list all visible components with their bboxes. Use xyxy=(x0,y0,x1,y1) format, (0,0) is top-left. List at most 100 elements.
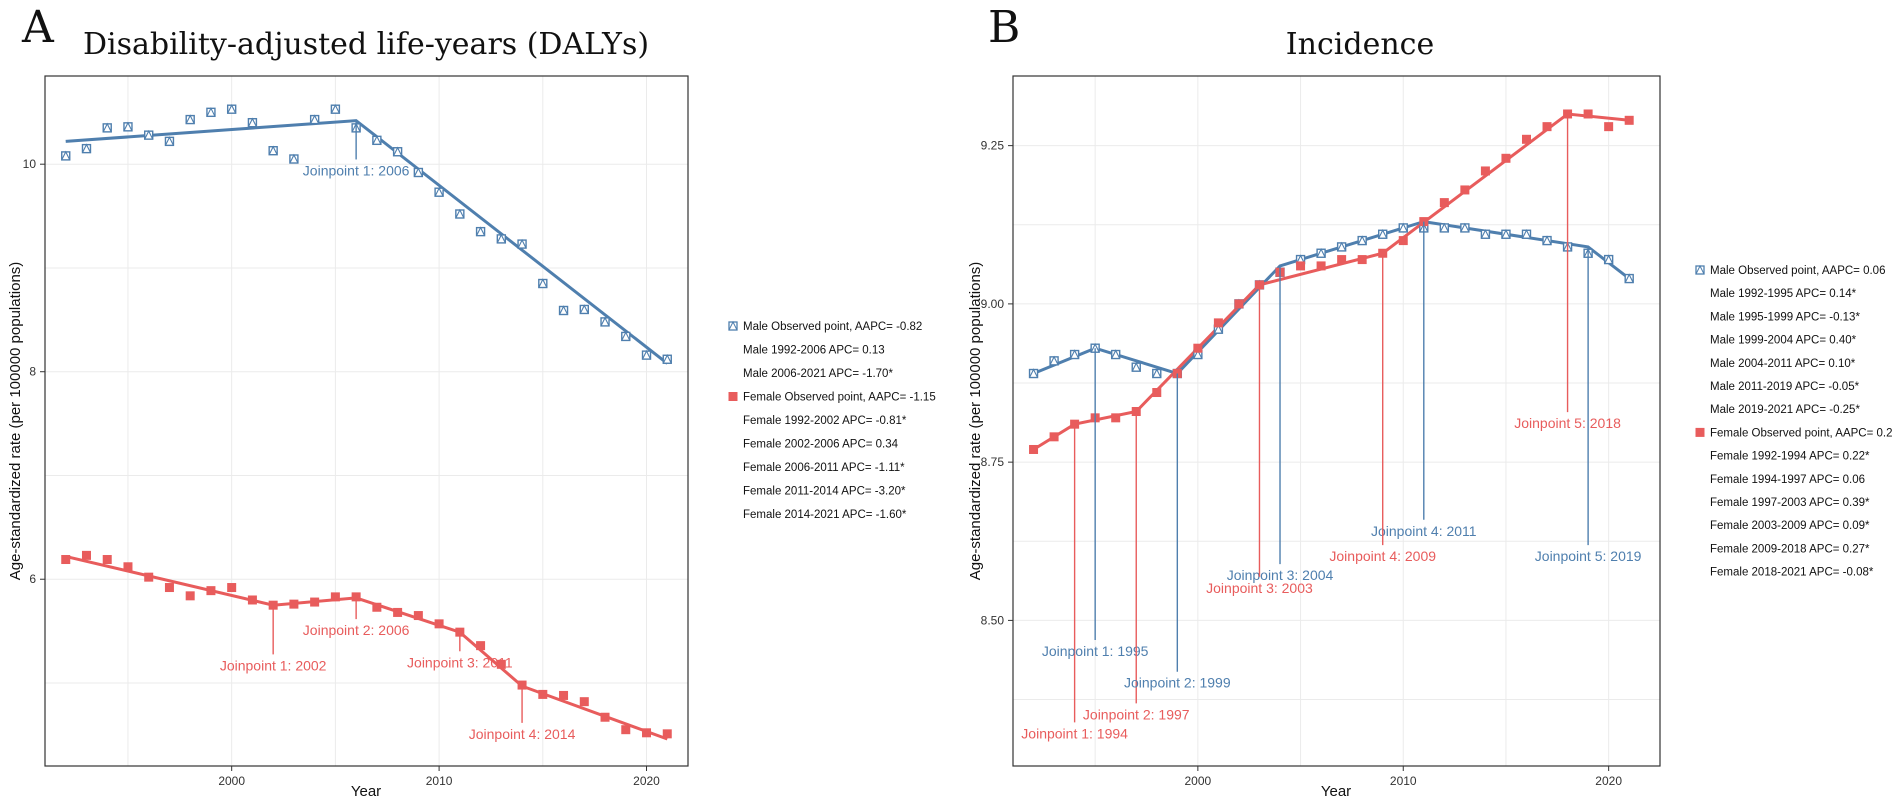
joinpoint-label: Joinpoint 5: 2018 xyxy=(1514,415,1621,431)
legend-marker-male xyxy=(728,320,738,331)
legend-entry: Female 1994-1997 APC= 0.06 xyxy=(1710,474,1865,486)
point-cross xyxy=(517,238,527,249)
point-cross xyxy=(330,103,340,114)
female-observed-point xyxy=(1111,413,1121,423)
panel-b-fit-lines xyxy=(1032,112,1631,451)
female-observed-point xyxy=(517,680,527,690)
panel-b-observed-points xyxy=(1028,109,1634,454)
female-observed-point xyxy=(1357,255,1367,265)
x-tick-label: 2000 xyxy=(1185,774,1212,788)
point-cross xyxy=(81,143,91,153)
legend-entry: Male 2006-2021 APC= -1.70* xyxy=(743,368,893,380)
male-observed-point xyxy=(1336,241,1347,252)
point-cross xyxy=(310,114,320,124)
female-observed-point xyxy=(1542,122,1552,132)
point-cross xyxy=(1480,229,1490,239)
female-observed-point xyxy=(247,595,257,605)
female-observed-point xyxy=(310,597,320,607)
legend-entry: Male 1999-2004 APC= 0.40* xyxy=(1710,335,1857,347)
panel-a-frame xyxy=(44,75,689,767)
female-observed-point xyxy=(227,583,237,593)
point-cross xyxy=(579,304,589,314)
male-observed-point xyxy=(1439,222,1450,233)
point-cross xyxy=(476,226,486,236)
joinpoint-label: Joinpoint 3: 2003 xyxy=(1206,580,1313,596)
female-observed-point xyxy=(1460,185,1470,195)
joinpoint-label: Joinpoint 2: 1997 xyxy=(1083,706,1190,722)
legend-entry: Female 2006-2011 APC= -1.11* xyxy=(743,462,905,474)
female-observed-point xyxy=(289,599,299,609)
female-observed-point xyxy=(330,592,340,602)
male-observed-point xyxy=(558,305,569,316)
male-observed-point xyxy=(289,153,299,164)
point-cross xyxy=(102,122,112,133)
point-cross xyxy=(600,316,610,327)
female-observed-point xyxy=(496,659,506,669)
legend-entry: Female 2018-2021 APC= -0.08* xyxy=(1710,567,1874,579)
legend-cross xyxy=(728,320,738,331)
point-cross xyxy=(1049,355,1059,366)
y-tick-label: 9.00 xyxy=(981,297,1005,311)
x-tick-label: 2020 xyxy=(633,774,660,788)
male-observed-point xyxy=(621,331,631,342)
point-cross xyxy=(1460,222,1470,233)
point-cross xyxy=(559,305,569,315)
point-cross xyxy=(144,129,154,140)
panel-a: A Disability-adjusted life-years (DALYs)… xyxy=(7,2,936,800)
female-observed-point xyxy=(185,591,195,601)
male-observed-point xyxy=(1378,229,1388,239)
point-cross xyxy=(662,354,672,364)
female-observed-point xyxy=(1624,115,1634,125)
legend-entry: Male Observed point, AAPC= 0.06 xyxy=(1710,265,1885,277)
y-tick-label: 8.50 xyxy=(981,613,1005,627)
male-observed-point xyxy=(1110,349,1121,360)
legend-entry: Female 1997-2003 APC= 0.39* xyxy=(1710,497,1870,509)
legend-entry: Male Observed point, AAPC= -0.82 xyxy=(743,321,922,333)
panel-b-title: Incidence xyxy=(1286,27,1434,62)
point-cross xyxy=(185,114,195,124)
male-observed-point xyxy=(144,129,154,140)
panel-a-grid xyxy=(45,76,688,766)
legend-marker-female xyxy=(728,392,738,401)
point-cross xyxy=(496,233,506,244)
joinpoint-label: Joinpoint 1: 1995 xyxy=(1042,643,1149,659)
legend-entry: Female 2014-2021 APC= -1.60* xyxy=(743,509,907,521)
joinpoint-label: Joinpoint 3: 2004 xyxy=(1227,567,1334,583)
point-cross xyxy=(393,146,403,156)
panel-letter-a: A xyxy=(21,2,55,53)
legend-cross xyxy=(1695,264,1705,275)
male-observed-point xyxy=(662,354,672,364)
female-observed-point xyxy=(144,572,154,582)
female-observed-point xyxy=(351,592,361,602)
legend-entry: Male 1992-1995 APC= 0.14* xyxy=(1710,288,1857,300)
male-observed-point xyxy=(475,226,486,237)
male-observed-point xyxy=(1049,355,1059,366)
male-observed-point xyxy=(185,114,195,125)
panel-a-ylabel: Age-standardized rate (per 100000 popula… xyxy=(7,262,24,581)
female-observed-point xyxy=(1337,255,1347,265)
male-observed-point xyxy=(226,103,237,114)
male-observed-point xyxy=(517,238,527,249)
male-fit-line xyxy=(1032,220,1631,376)
legend-marker-male xyxy=(1695,264,1705,275)
male-fit-line xyxy=(65,119,669,365)
point-cross xyxy=(206,107,216,117)
point-cross xyxy=(1029,368,1039,378)
point-cross xyxy=(123,121,133,132)
point-cross xyxy=(1090,342,1100,353)
legend-entry: Female 2009-2018 APC= 0.27* xyxy=(1710,543,1870,555)
legend-box xyxy=(728,321,738,331)
point-cross xyxy=(1501,229,1511,239)
male-observed-point xyxy=(1501,229,1511,239)
joinpoint-label: Joinpoint 4: 2011 xyxy=(1371,523,1477,539)
legend-entry: Female 2003-2009 APC= 0.09* xyxy=(1710,520,1870,532)
male-observed-point xyxy=(1069,349,1080,360)
point-cross xyxy=(1337,241,1347,252)
female-observed-point xyxy=(1029,444,1039,454)
male-observed-point xyxy=(1624,273,1634,284)
female-observed-point xyxy=(1193,343,1203,353)
female-observed-point xyxy=(393,607,403,617)
female-observed-point xyxy=(1501,153,1511,163)
point-cross xyxy=(1357,235,1367,245)
legend-entry: Male 1995-1999 APC= -0.13* xyxy=(1710,311,1860,323)
